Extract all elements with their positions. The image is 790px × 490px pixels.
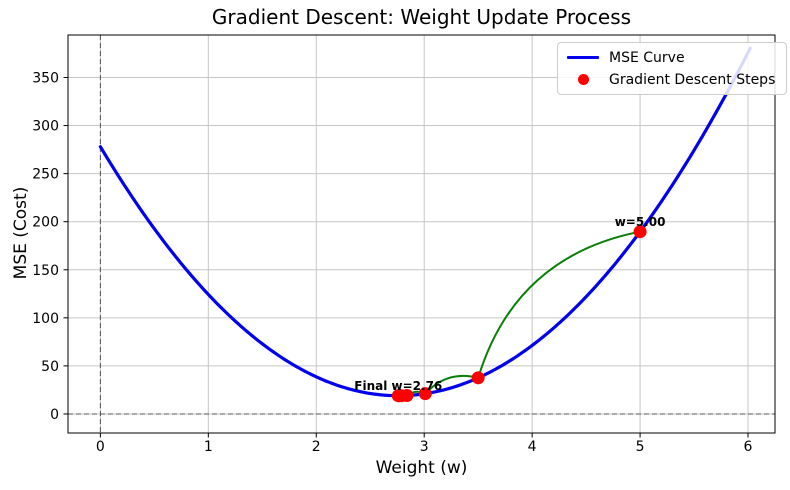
gd-step-path-arc (477, 230, 641, 379)
y-tick-label: 300 (32, 119, 59, 135)
y-tick-label: 250 (32, 167, 59, 183)
gd-step-point (391, 389, 405, 403)
y-tick-label: 50 (41, 359, 59, 375)
legend-swatch-wrap (567, 74, 599, 85)
legend-label-gd-steps: Gradient Descent Steps (609, 71, 776, 88)
legend-label-mse-curve: MSE Curve (609, 49, 685, 66)
chart-title: Gradient Descent: Weight Update Process (211, 5, 632, 29)
legend-entry-gd-steps: Gradient Descent Steps (567, 71, 775, 88)
y-tick-label: 200 (32, 215, 59, 231)
axes-spines (67, 34, 776, 434)
axes-background (68, 35, 775, 433)
y-tick-label: 100 (32, 311, 59, 327)
x-axis-label: Weight (w) (375, 458, 468, 478)
legend-swatch-wrap (567, 56, 599, 59)
annotation-final-w: Final w=2.76 (354, 378, 443, 393)
x-tick-label: 2 (312, 439, 321, 455)
legend: MSE Curve Gradient Descent Steps (557, 42, 788, 95)
x-tick-label: 3 (420, 439, 429, 455)
y-tick-label: 0 (50, 407, 59, 423)
y-tick-label: 350 (32, 70, 59, 86)
legend-entry-mse-curve: MSE Curve (567, 49, 775, 66)
x-tick-label: 1 (204, 439, 213, 455)
annotation-start-w: w=5.00 (614, 214, 666, 229)
y-tick-label: 150 (32, 263, 59, 279)
x-tick-label: 6 (744, 439, 753, 455)
x-tick-label: 4 (528, 439, 537, 455)
y-axis-label: MSE (Cost) (11, 186, 31, 280)
gd-step-point (633, 225, 647, 239)
gd-step-point (418, 387, 432, 401)
gd-step-point (471, 371, 485, 385)
x-tick-label: 0 (96, 439, 105, 455)
gd-steps-dot-swatch (577, 74, 589, 85)
mse-curve-line-swatch (567, 56, 599, 59)
x-tick-label: 5 (636, 439, 645, 455)
